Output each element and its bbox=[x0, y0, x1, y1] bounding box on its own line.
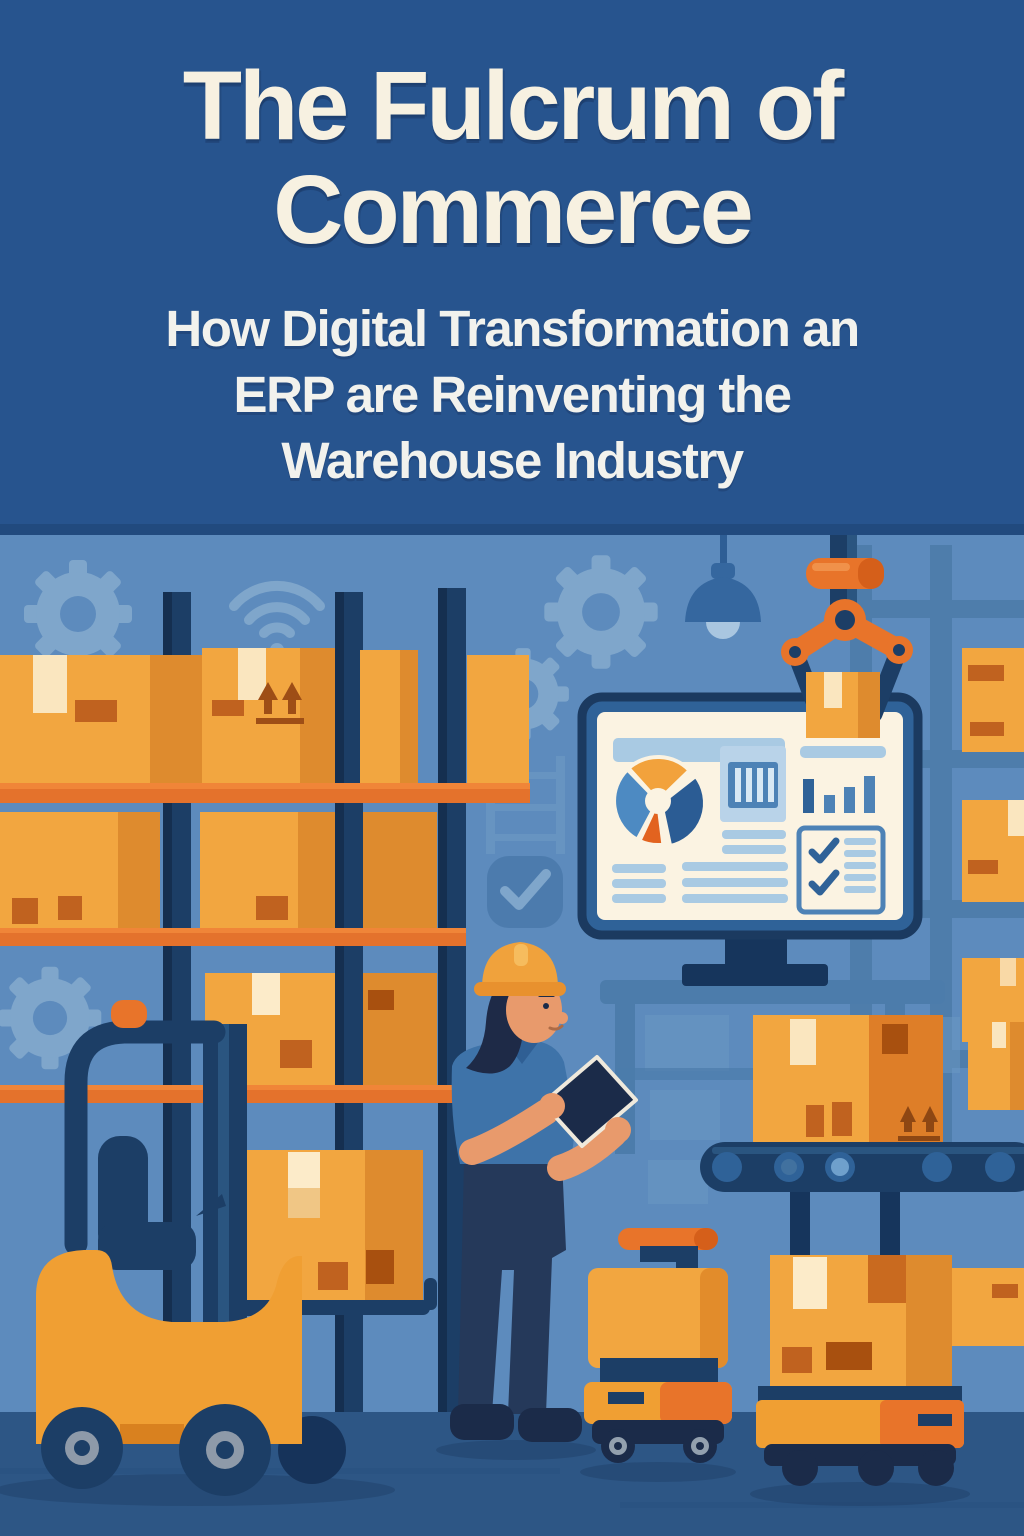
conveyor-leg bbox=[880, 1190, 900, 1272]
banner-background bbox=[0, 0, 1024, 535]
forklift-wheels bbox=[41, 1404, 271, 1496]
banner-edge bbox=[0, 524, 1024, 535]
barcode-panel bbox=[720, 746, 786, 822]
robot-wheels bbox=[782, 1450, 954, 1486]
arm-joints bbox=[781, 599, 913, 666]
forklift-body bbox=[36, 1250, 302, 1444]
forklift-beacon bbox=[111, 1000, 147, 1028]
robot-slot bbox=[918, 1414, 952, 1426]
dashboard-text-lines bbox=[612, 746, 886, 903]
small-agv-robot bbox=[580, 1228, 736, 1482]
forklift-mast-rail bbox=[218, 1024, 229, 1324]
robot-handle-end bbox=[694, 1228, 718, 1250]
conveyor-box bbox=[753, 1015, 943, 1142]
robot-deck bbox=[600, 1358, 718, 1384]
monitor-base bbox=[682, 964, 828, 986]
robot-shadow bbox=[580, 1462, 736, 1482]
worker-mouth bbox=[548, 1024, 564, 1031]
worker-hand bbox=[539, 1093, 565, 1119]
gear-icon bbox=[24, 560, 132, 668]
worker-pants bbox=[458, 1160, 566, 1414]
pie-chart bbox=[612, 755, 707, 849]
worker-shadow bbox=[436, 1440, 596, 1460]
conveyor-leg bbox=[790, 1190, 810, 1272]
pendant-lamp bbox=[685, 535, 761, 639]
robot-carried-box bbox=[588, 1268, 728, 1368]
floor-streak bbox=[620, 1502, 1024, 1508]
robot-slot bbox=[608, 1392, 644, 1404]
arm-cap-end bbox=[858, 558, 884, 589]
robot-handle bbox=[618, 1228, 718, 1250]
worker-nose bbox=[556, 1012, 568, 1024]
rack-boxes-row3 bbox=[205, 973, 437, 1085]
rack-beam-highlight bbox=[0, 928, 466, 933]
gear-icon bbox=[544, 555, 658, 669]
rack-beam-highlight bbox=[0, 783, 530, 789]
steering-lever bbox=[196, 1194, 226, 1216]
large-agv-robot bbox=[750, 1255, 970, 1506]
forklift bbox=[0, 1000, 437, 1506]
conveyor-belt bbox=[700, 1015, 1024, 1272]
forklift-carried-box bbox=[247, 1150, 423, 1300]
checklist bbox=[796, 825, 886, 915]
storage-rack bbox=[0, 588, 530, 1412]
robot-carried-box-side bbox=[700, 1268, 728, 1368]
belt-highlight bbox=[712, 1147, 1024, 1154]
faded-background-boxes bbox=[645, 1015, 960, 1204]
robotic-arm bbox=[781, 535, 913, 738]
robot-wheels bbox=[601, 1429, 717, 1463]
dashboard-widgets bbox=[612, 738, 886, 915]
worker-eye bbox=[543, 1003, 549, 1009]
rack-boxes-row1 bbox=[0, 648, 529, 783]
forklift-seat bbox=[98, 1136, 196, 1270]
tablet bbox=[541, 1055, 638, 1148]
worker-hand bbox=[605, 1117, 631, 1143]
robot-base-side bbox=[660, 1382, 732, 1424]
worker-boot bbox=[518, 1408, 582, 1442]
robot-deck bbox=[758, 1386, 962, 1402]
gripped-box bbox=[806, 672, 880, 738]
robot-carried-box bbox=[770, 1255, 952, 1389]
arm-cap-gloss bbox=[812, 563, 850, 571]
checkmark-badge-icon bbox=[487, 856, 563, 928]
fragile-arrows-icon bbox=[898, 1106, 940, 1141]
bar-chart bbox=[803, 776, 875, 813]
conveyor-rollers bbox=[712, 1152, 1015, 1182]
hard-hat-ridge bbox=[514, 944, 528, 966]
robot-shadow bbox=[750, 1482, 970, 1506]
conveyor-box-right bbox=[968, 1022, 1024, 1110]
worker-forearm bbox=[459, 1099, 559, 1165]
warehouse-worker bbox=[436, 942, 638, 1460]
ghost-rack-boxes bbox=[898, 648, 1024, 1346]
hard-hat-brim bbox=[474, 982, 566, 996]
floor-streak bbox=[0, 1468, 560, 1474]
rack-boxes-row2 bbox=[0, 812, 437, 928]
worker-boot bbox=[450, 1404, 514, 1440]
erp-dashboard-monitor bbox=[577, 692, 923, 986]
fragile-arrows-icon bbox=[256, 682, 304, 724]
forklift-skirt bbox=[120, 1424, 184, 1444]
